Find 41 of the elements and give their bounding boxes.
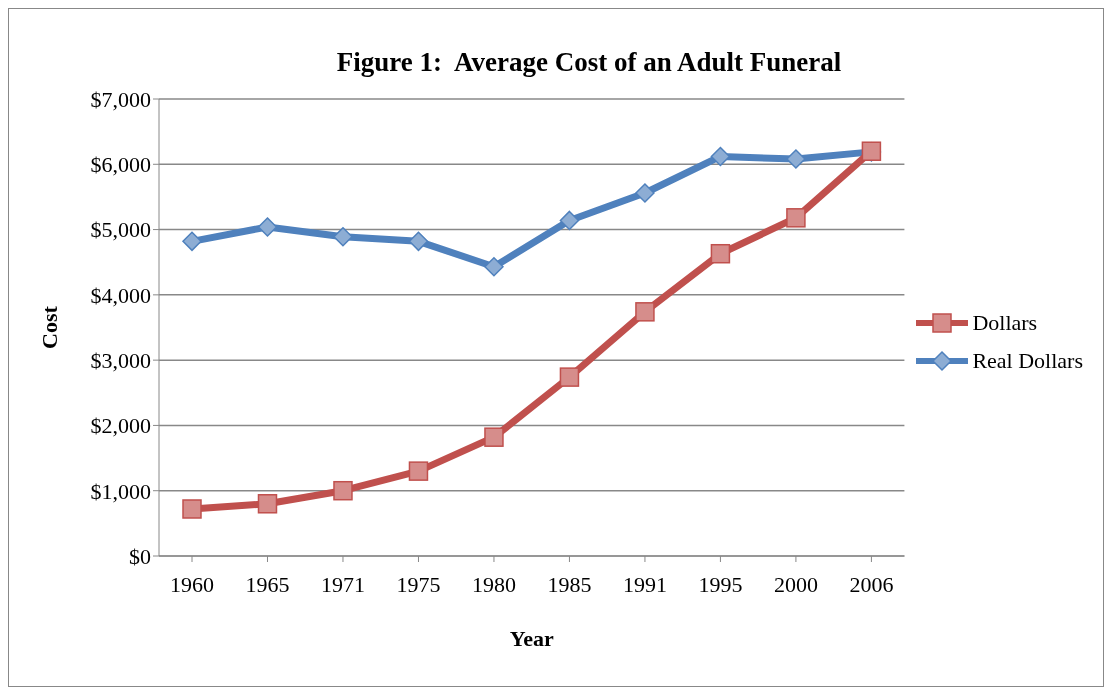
point (710, 146, 731, 167)
y-tick-label: $1,000 (90, 478, 151, 504)
point (257, 494, 278, 514)
point (786, 208, 806, 228)
point (710, 243, 731, 264)
point (408, 461, 429, 481)
point (333, 480, 353, 501)
point (635, 183, 655, 203)
y-tick-label: $4,000 (90, 282, 151, 308)
x-tick-label: 2000 (773, 571, 818, 597)
x-tick-label: 1991 (622, 571, 667, 597)
y-tick-label: $0 (129, 543, 151, 569)
x-tick-label: 1975 (396, 571, 441, 597)
x-tick-label: 1985 (547, 571, 592, 597)
point (333, 227, 353, 247)
point (257, 217, 278, 237)
point (182, 231, 202, 252)
x-tick-label: 1980 (471, 571, 516, 597)
y-axis-title: Cost (36, 305, 62, 349)
x-axis-title: Year (509, 626, 554, 651)
point (786, 149, 806, 169)
point (484, 257, 504, 277)
legend-label: Real Dollars (972, 347, 1083, 374)
x-tick-label: 1960 (170, 571, 214, 597)
y-tick-label: $5,000 (90, 217, 151, 243)
y-tick-label: $2,000 (90, 413, 151, 439)
point (484, 427, 504, 447)
y-tick-label: $3,000 (90, 347, 151, 373)
y-tick-label: $6,000 (90, 152, 151, 178)
legend-label: Dollars (972, 309, 1038, 336)
chart-title: Figure 1: Average Cost of an Adult Funeral (335, 47, 843, 78)
point (182, 499, 202, 519)
point (635, 302, 655, 322)
point (559, 367, 580, 387)
x-tick-label: 1971 (320, 571, 365, 597)
point (408, 231, 429, 252)
x-tick-label: 1965 (245, 571, 290, 597)
x-tick-label: 2006 (849, 571, 894, 597)
x-tick-label: 1995 (698, 571, 743, 597)
point (559, 210, 580, 231)
y-tick-label: $7,000 (90, 86, 151, 112)
